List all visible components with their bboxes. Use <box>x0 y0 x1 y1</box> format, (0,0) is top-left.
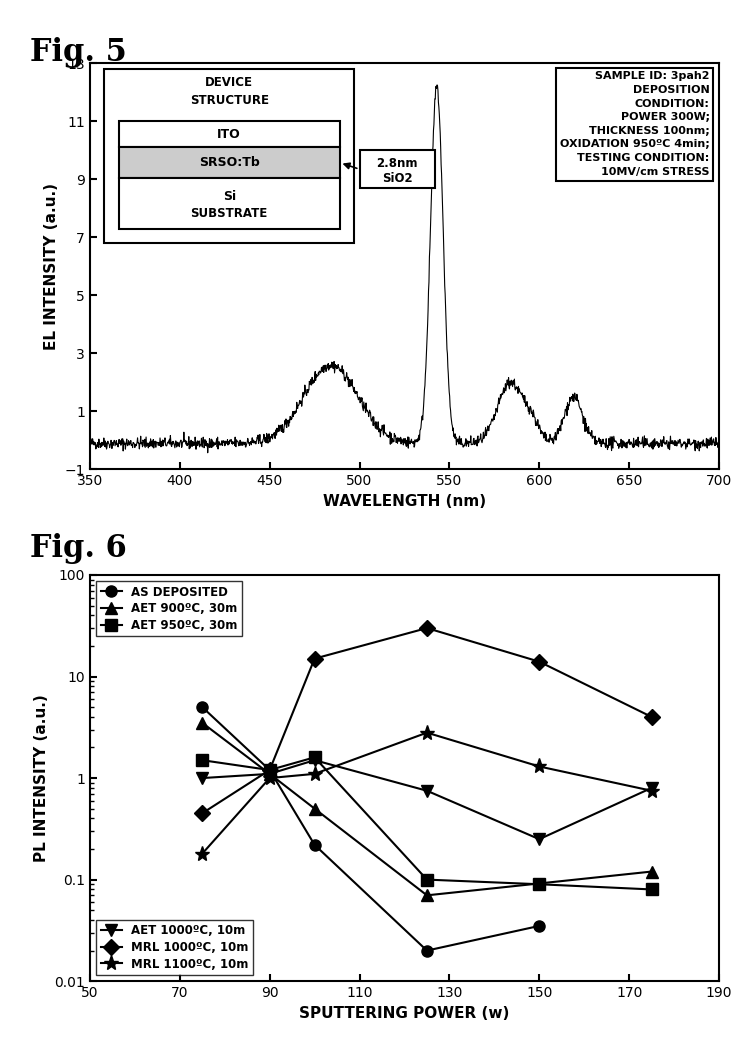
Bar <box>118 178 340 229</box>
MRL 1000ºC, 10m <box>647 711 656 724</box>
AET 1000ºC, 10m <box>265 768 274 781</box>
AET 900ºC, 30m <box>198 716 207 729</box>
Line: AS DEPOSITED: AS DEPOSITED <box>197 702 545 956</box>
Text: 2.8nm: 2.8nm <box>377 157 418 171</box>
Y-axis label: EL INTENSITY (a.u.): EL INTENSITY (a.u.) <box>44 183 59 350</box>
Text: SAMPLE ID: 3pah2
DEPOSITION
CONDITION:
POWER 300W;
THICKNESS 100nm;
OXIDATION 95: SAMPLE ID: 3pah2 DEPOSITION CONDITION: P… <box>560 72 709 176</box>
AS DEPOSITED <box>265 764 274 776</box>
AET 950ºC, 30m <box>647 883 656 896</box>
MRL 1100ºC, 10m <box>647 785 656 798</box>
Text: SiO2: SiO2 <box>382 172 413 185</box>
MRL 1100ºC, 10m <box>198 847 207 860</box>
Line: MRL 1100ºC, 10m: MRL 1100ºC, 10m <box>195 725 659 861</box>
Text: STRUCTURE: STRUCTURE <box>189 94 269 107</box>
AET 1000ºC, 10m <box>647 782 656 794</box>
AET 900ºC, 30m <box>647 865 656 878</box>
Line: AET 950ºC, 30m: AET 950ºC, 30m <box>197 752 657 895</box>
MRL 1100ºC, 10m <box>535 761 544 773</box>
MRL 1100ºC, 10m <box>422 726 431 738</box>
Text: SUBSTRATE: SUBSTRATE <box>190 207 268 219</box>
AET 900ºC, 30m <box>310 802 319 814</box>
Y-axis label: PL INTENSITY (a.u.): PL INTENSITY (a.u.) <box>34 694 49 862</box>
Bar <box>118 148 340 178</box>
Text: ITO: ITO <box>217 128 241 141</box>
MRL 1100ºC, 10m <box>310 768 319 781</box>
Text: Fig. 5: Fig. 5 <box>30 37 127 68</box>
Line: AET 900ºC, 30m: AET 900ºC, 30m <box>197 717 657 901</box>
Text: DEVICE: DEVICE <box>205 76 253 90</box>
AET 950ºC, 30m <box>422 874 431 886</box>
Legend: AET 1000ºC, 10m, MRL 1000ºC, 10m, MRL 1100ºC, 10m: AET 1000ºC, 10m, MRL 1000ºC, 10m, MRL 11… <box>96 920 253 975</box>
Text: Fig. 6: Fig. 6 <box>30 533 127 563</box>
X-axis label: SPUTTERING POWER (w): SPUTTERING POWER (w) <box>300 1005 509 1020</box>
Text: Si: Si <box>222 190 236 203</box>
AET 1000ºC, 10m <box>422 785 431 798</box>
AET 950ºC, 30m <box>198 754 207 767</box>
AS DEPOSITED <box>310 839 319 851</box>
MRL 1000ºC, 10m <box>198 807 207 820</box>
AET 1000ºC, 10m <box>198 772 207 785</box>
Text: SRSO:Tb: SRSO:Tb <box>198 156 260 169</box>
AET 950ºC, 30m <box>265 764 274 776</box>
AET 900ºC, 30m <box>265 768 274 781</box>
Bar <box>360 150 435 188</box>
X-axis label: WAVELENGTH (nm): WAVELENGTH (nm) <box>323 494 486 509</box>
MRL 1000ºC, 10m <box>422 621 431 634</box>
AS DEPOSITED <box>422 944 431 957</box>
MRL 1100ºC, 10m <box>265 772 274 785</box>
Bar <box>118 121 340 148</box>
Line: AET 1000ºC, 10m: AET 1000ºC, 10m <box>197 754 657 845</box>
AS DEPOSITED <box>198 701 207 713</box>
MRL 1000ºC, 10m <box>535 655 544 668</box>
AET 1000ºC, 10m <box>535 832 544 845</box>
MRL 1000ºC, 10m <box>310 652 319 665</box>
MRL 1000ºC, 10m <box>265 764 274 776</box>
Line: MRL 1000ºC, 10m: MRL 1000ºC, 10m <box>197 622 657 819</box>
AET 900ºC, 30m <box>422 889 431 902</box>
AS DEPOSITED <box>535 920 544 933</box>
Bar <box>104 69 354 243</box>
AET 1000ºC, 10m <box>310 754 319 767</box>
AET 950ºC, 30m <box>310 751 319 764</box>
AET 950ºC, 30m <box>535 878 544 890</box>
